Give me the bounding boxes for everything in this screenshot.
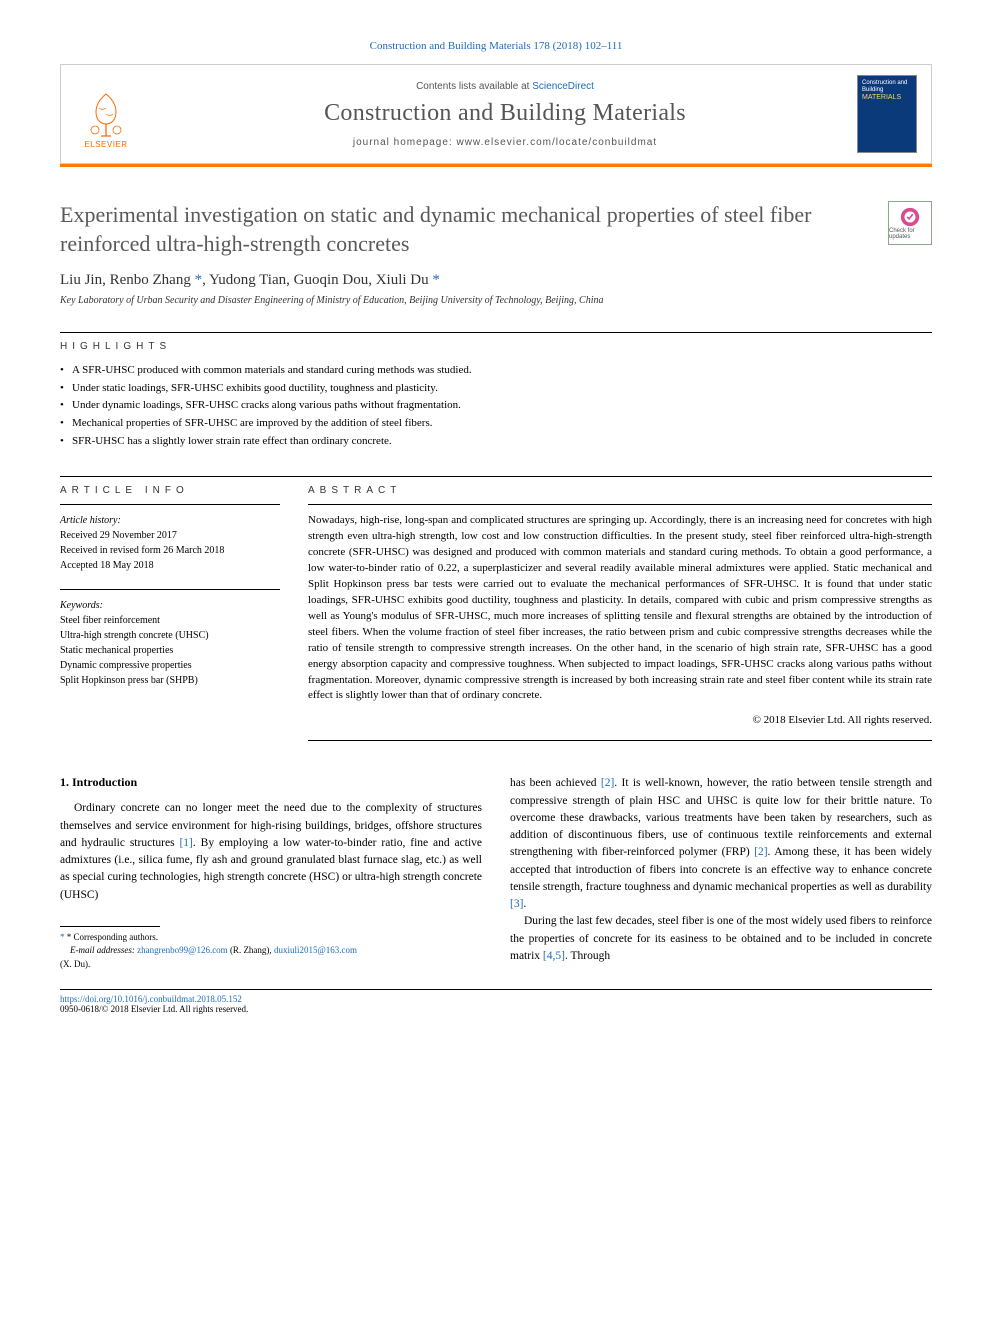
cover-top-text: Construction and Building: [862, 80, 912, 94]
intro-heading: 1. Introduction: [60, 775, 482, 790]
article-history: Article history: Received 29 November 20…: [60, 513, 280, 573]
abstract-text: Nowadays, high-rise, long-span and compl…: [308, 513, 932, 704]
ref-link[interactable]: [2]: [754, 846, 767, 858]
check-updates-badge[interactable]: Check for updates: [888, 201, 932, 245]
highlight-item: Under dynamic loadings, SFR-UHSC cracks …: [60, 397, 932, 415]
keyword: Steel fiber reinforcement: [60, 613, 280, 628]
highlight-item: SFR-UHSC has a slightly lower strain rat…: [60, 433, 932, 451]
highlights-list: A SFR-UHSC produced with common material…: [60, 362, 932, 450]
keyword: Split Hopkinson press bar (SHPB): [60, 673, 280, 688]
author-ref: (R. Zhang),: [230, 945, 272, 955]
history-received: Received 29 November 2017: [60, 528, 280, 543]
ref-link[interactable]: [4,5]: [543, 950, 565, 962]
author-ref: (X. Du).: [60, 958, 482, 972]
check-updates-icon: [899, 206, 921, 228]
history-head: Article history:: [60, 513, 280, 528]
contents-available: Contents lists available at ScienceDirec…: [153, 81, 857, 92]
cover-title-text: MATERIALS: [862, 94, 912, 102]
article-title: Experimental investigation on static and…: [60, 201, 876, 258]
email-label: E-mail addresses:: [70, 945, 135, 955]
history-accepted: Accepted 18 May 2018: [60, 558, 280, 573]
email-link[interactable]: duxiuli2015@163.com: [274, 945, 357, 955]
keyword: Static mechanical properties: [60, 643, 280, 658]
copyright: © 2018 Elsevier Ltd. All rights reserved…: [308, 714, 932, 726]
highlight-item: Mechanical properties of SFR-UHSC are im…: [60, 415, 932, 433]
highlights-label: highlights: [60, 341, 932, 352]
affiliation: Key Laboratory of Urban Security and Dis…: [60, 295, 932, 306]
sciencedirect-link[interactable]: ScienceDirect: [532, 81, 594, 92]
highlight-item: A SFR-UHSC produced with common material…: [60, 362, 932, 380]
issn-copyright: 0950-0618/© 2018 Elsevier Ltd. All right…: [60, 1004, 932, 1014]
keywords-block: Keywords: Steel fiber reinforcement Ultr…: [60, 598, 280, 688]
email-link[interactable]: zhangrenbo99@126.com: [137, 945, 228, 955]
keyword: Ultra-high strength concrete (UHSC): [60, 628, 280, 643]
ref-link[interactable]: [3]: [510, 898, 523, 910]
orange-divider: [60, 164, 932, 167]
intro-paragraph-right-2: During the last few decades, steel fiber…: [510, 913, 932, 965]
elsevier-logo: ELSEVIER: [75, 79, 137, 149]
intro-paragraph-left: Ordinary concrete can no longer meet the…: [60, 800, 482, 904]
masthead: ELSEVIER Contents lists available at Sci…: [60, 64, 932, 164]
doi-link[interactable]: https://doi.org/10.1016/j.conbuildmat.20…: [60, 994, 932, 1004]
check-updates-label: Check for updates: [889, 228, 931, 240]
article-info-label: article info: [60, 485, 280, 496]
ref-link[interactable]: [2]: [601, 777, 614, 789]
ref-link[interactable]: [1]: [179, 837, 192, 849]
corresponding-note: * Corresponding authors.: [67, 932, 158, 942]
elsevier-tree-icon: [81, 90, 131, 138]
highlight-item: Under static loadings, SFR-UHSC exhibits…: [60, 380, 932, 398]
doi-block: https://doi.org/10.1016/j.conbuildmat.20…: [60, 989, 932, 1014]
journal-homepage: journal homepage: www.elsevier.com/locat…: [153, 137, 857, 148]
publisher-label: ELSEVIER: [84, 140, 127, 149]
keyword: Dynamic compressive properties: [60, 658, 280, 673]
keywords-head: Keywords:: [60, 598, 280, 613]
journal-name: Construction and Building Materials: [153, 100, 857, 127]
intro-paragraph-right-1: has been achieved [2]. It is well-known,…: [510, 775, 932, 913]
abstract-label: abstract: [308, 485, 932, 496]
authors: Liu Jin, Renbo Zhang *, Yudong Tian, Guo…: [60, 272, 932, 289]
journal-cover-thumb: Construction and Building MATERIALS: [857, 75, 917, 153]
header-citation: Construction and Building Materials 178 …: [60, 40, 932, 52]
contents-prefix: Contents lists available at: [416, 81, 532, 92]
history-revised: Received in revised form 26 March 2018: [60, 543, 280, 558]
footnotes: * * Corresponding authors. E-mail addres…: [60, 931, 482, 972]
